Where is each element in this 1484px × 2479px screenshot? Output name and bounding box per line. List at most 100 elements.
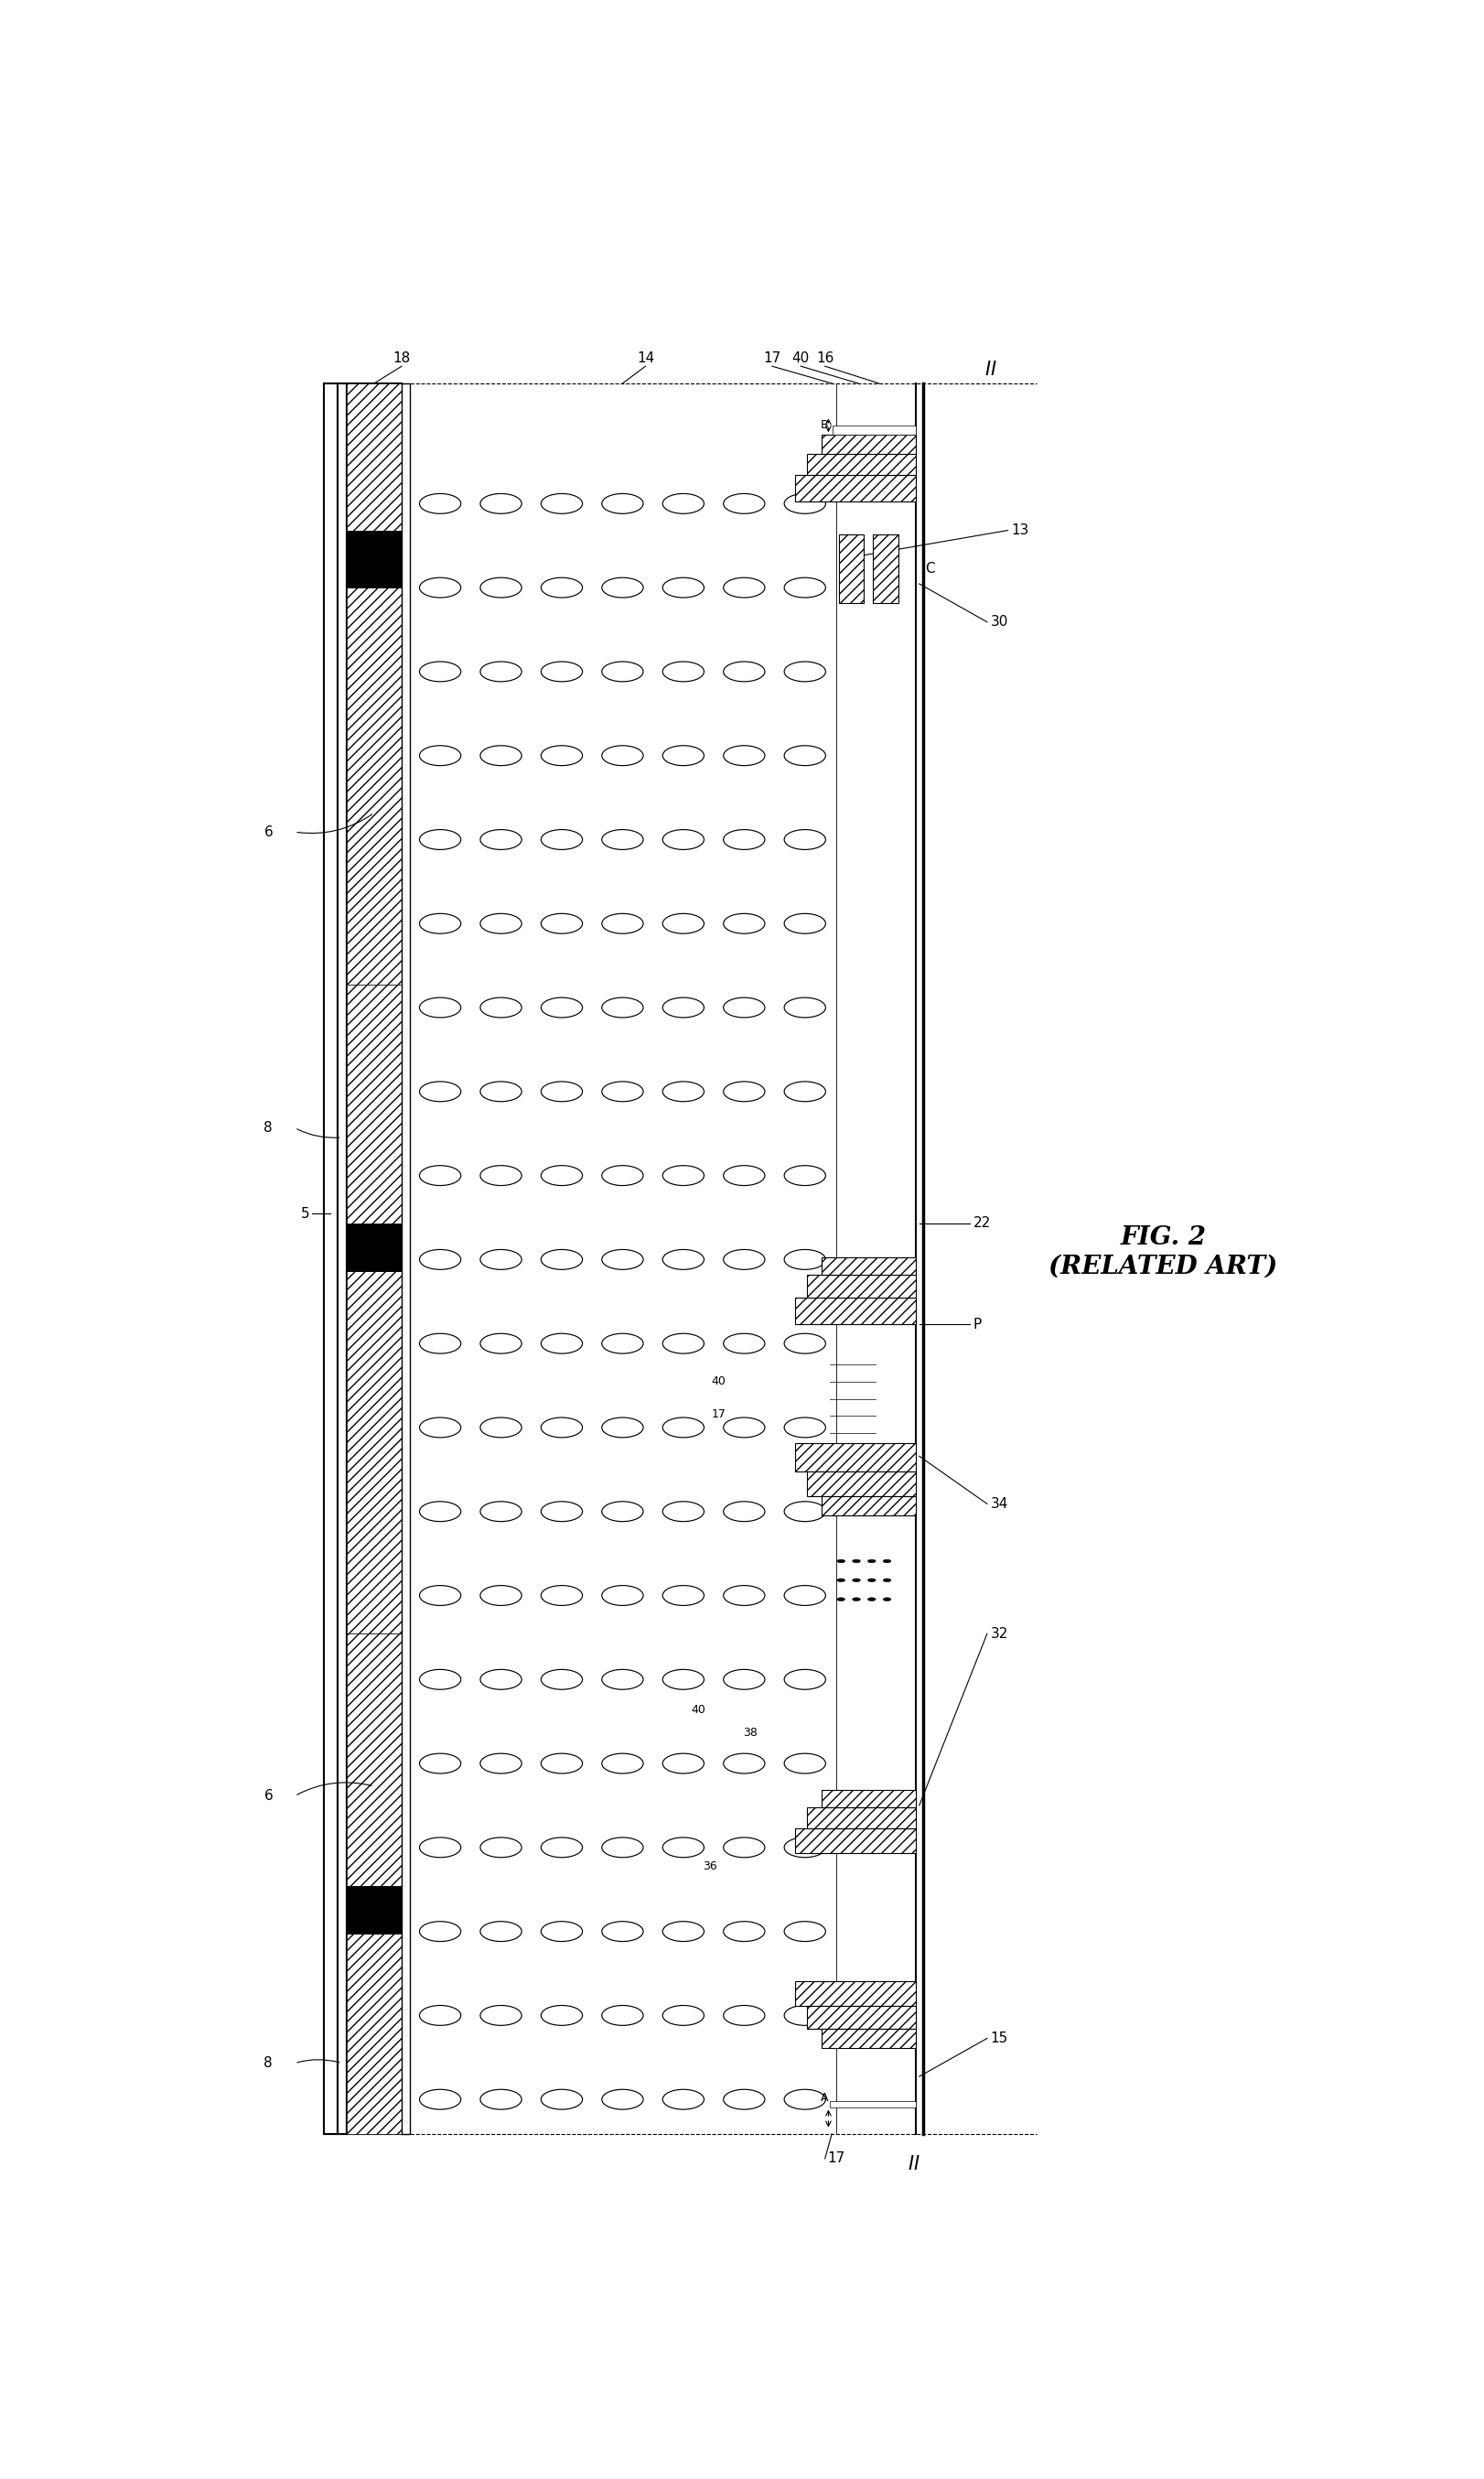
Bar bbox=[795, 1830, 916, 1854]
Ellipse shape bbox=[784, 493, 825, 513]
Ellipse shape bbox=[420, 746, 462, 766]
Ellipse shape bbox=[542, 1418, 582, 1438]
Ellipse shape bbox=[663, 1837, 703, 1857]
Ellipse shape bbox=[481, 1837, 522, 1857]
Ellipse shape bbox=[603, 1668, 643, 1691]
Bar bbox=[873, 533, 899, 602]
Bar bbox=[833, 426, 916, 434]
Ellipse shape bbox=[723, 1837, 764, 1857]
Ellipse shape bbox=[852, 1596, 861, 1601]
Ellipse shape bbox=[784, 662, 825, 682]
Ellipse shape bbox=[481, 1921, 522, 1941]
Ellipse shape bbox=[723, 662, 764, 682]
Ellipse shape bbox=[723, 1165, 764, 1185]
Ellipse shape bbox=[868, 1596, 876, 1601]
Ellipse shape bbox=[420, 578, 462, 597]
Bar bbox=[807, 1473, 916, 1497]
Ellipse shape bbox=[723, 1587, 764, 1606]
Text: 17: 17 bbox=[827, 2152, 844, 2167]
Text: 8: 8 bbox=[264, 1121, 273, 1135]
Ellipse shape bbox=[603, 662, 643, 682]
Ellipse shape bbox=[603, 915, 643, 935]
Ellipse shape bbox=[837, 1579, 844, 1582]
Ellipse shape bbox=[663, 830, 703, 850]
Ellipse shape bbox=[837, 1596, 844, 1601]
Ellipse shape bbox=[663, 746, 703, 766]
Ellipse shape bbox=[883, 1559, 890, 1562]
Ellipse shape bbox=[868, 1559, 876, 1562]
Ellipse shape bbox=[723, 2090, 764, 2110]
Ellipse shape bbox=[723, 493, 764, 513]
Ellipse shape bbox=[723, 830, 764, 850]
Text: P: P bbox=[974, 1316, 982, 1331]
Text: 30: 30 bbox=[991, 615, 1008, 630]
Ellipse shape bbox=[663, 1334, 703, 1354]
Ellipse shape bbox=[420, 1249, 462, 1269]
Ellipse shape bbox=[663, 662, 703, 682]
Bar bbox=[347, 984, 402, 1272]
Ellipse shape bbox=[481, 746, 522, 766]
Ellipse shape bbox=[603, 2006, 643, 2025]
Text: 15: 15 bbox=[991, 2030, 1008, 2045]
Ellipse shape bbox=[542, 1334, 582, 1354]
Bar bbox=[347, 1887, 402, 1934]
Ellipse shape bbox=[481, 1502, 522, 1522]
Text: 18: 18 bbox=[393, 352, 411, 364]
Ellipse shape bbox=[603, 830, 643, 850]
Bar bbox=[795, 476, 916, 501]
Ellipse shape bbox=[723, 997, 764, 1016]
Ellipse shape bbox=[603, 1081, 643, 1101]
Ellipse shape bbox=[420, 493, 462, 513]
Ellipse shape bbox=[723, 746, 764, 766]
Ellipse shape bbox=[481, 578, 522, 597]
Ellipse shape bbox=[852, 1579, 861, 1582]
Ellipse shape bbox=[603, 1334, 643, 1354]
Ellipse shape bbox=[542, 662, 582, 682]
Ellipse shape bbox=[784, 2006, 825, 2025]
Ellipse shape bbox=[420, 1587, 462, 1606]
Ellipse shape bbox=[603, 746, 643, 766]
Bar bbox=[807, 454, 916, 476]
Ellipse shape bbox=[420, 1334, 462, 1354]
Ellipse shape bbox=[784, 2090, 825, 2110]
Ellipse shape bbox=[784, 915, 825, 935]
Ellipse shape bbox=[481, 493, 522, 513]
Bar bbox=[822, 434, 916, 454]
Ellipse shape bbox=[542, 2006, 582, 2025]
Ellipse shape bbox=[420, 1502, 462, 1522]
Bar bbox=[795, 1443, 916, 1473]
Ellipse shape bbox=[784, 1418, 825, 1438]
Ellipse shape bbox=[481, 1587, 522, 1606]
Ellipse shape bbox=[603, 1502, 643, 1522]
Ellipse shape bbox=[603, 997, 643, 1016]
Ellipse shape bbox=[481, 915, 522, 935]
Text: 6: 6 bbox=[264, 826, 273, 838]
Ellipse shape bbox=[603, 1418, 643, 1438]
Text: 17: 17 bbox=[763, 352, 781, 364]
Ellipse shape bbox=[883, 1596, 890, 1601]
Bar bbox=[347, 588, 402, 984]
Bar bbox=[347, 384, 402, 531]
Ellipse shape bbox=[663, 1668, 703, 1691]
Ellipse shape bbox=[784, 1587, 825, 1606]
Text: 40: 40 bbox=[792, 352, 810, 364]
Text: $II$: $II$ bbox=[985, 362, 997, 379]
Ellipse shape bbox=[663, 2090, 703, 2110]
Ellipse shape bbox=[603, 1587, 643, 1606]
Ellipse shape bbox=[784, 1334, 825, 1354]
Ellipse shape bbox=[542, 1837, 582, 1857]
Bar bbox=[347, 1222, 402, 1272]
Ellipse shape bbox=[663, 1418, 703, 1438]
Ellipse shape bbox=[784, 1249, 825, 1269]
Ellipse shape bbox=[784, 830, 825, 850]
Text: 40: 40 bbox=[711, 1376, 726, 1388]
Ellipse shape bbox=[603, 1837, 643, 1857]
Bar bbox=[337, 384, 347, 2134]
Ellipse shape bbox=[784, 997, 825, 1016]
Text: 32: 32 bbox=[991, 1626, 1008, 1641]
Text: 8: 8 bbox=[264, 2055, 273, 2070]
Text: C: C bbox=[925, 563, 935, 575]
Ellipse shape bbox=[481, 1753, 522, 1772]
Ellipse shape bbox=[784, 1921, 825, 1941]
Bar bbox=[822, 1497, 916, 1515]
